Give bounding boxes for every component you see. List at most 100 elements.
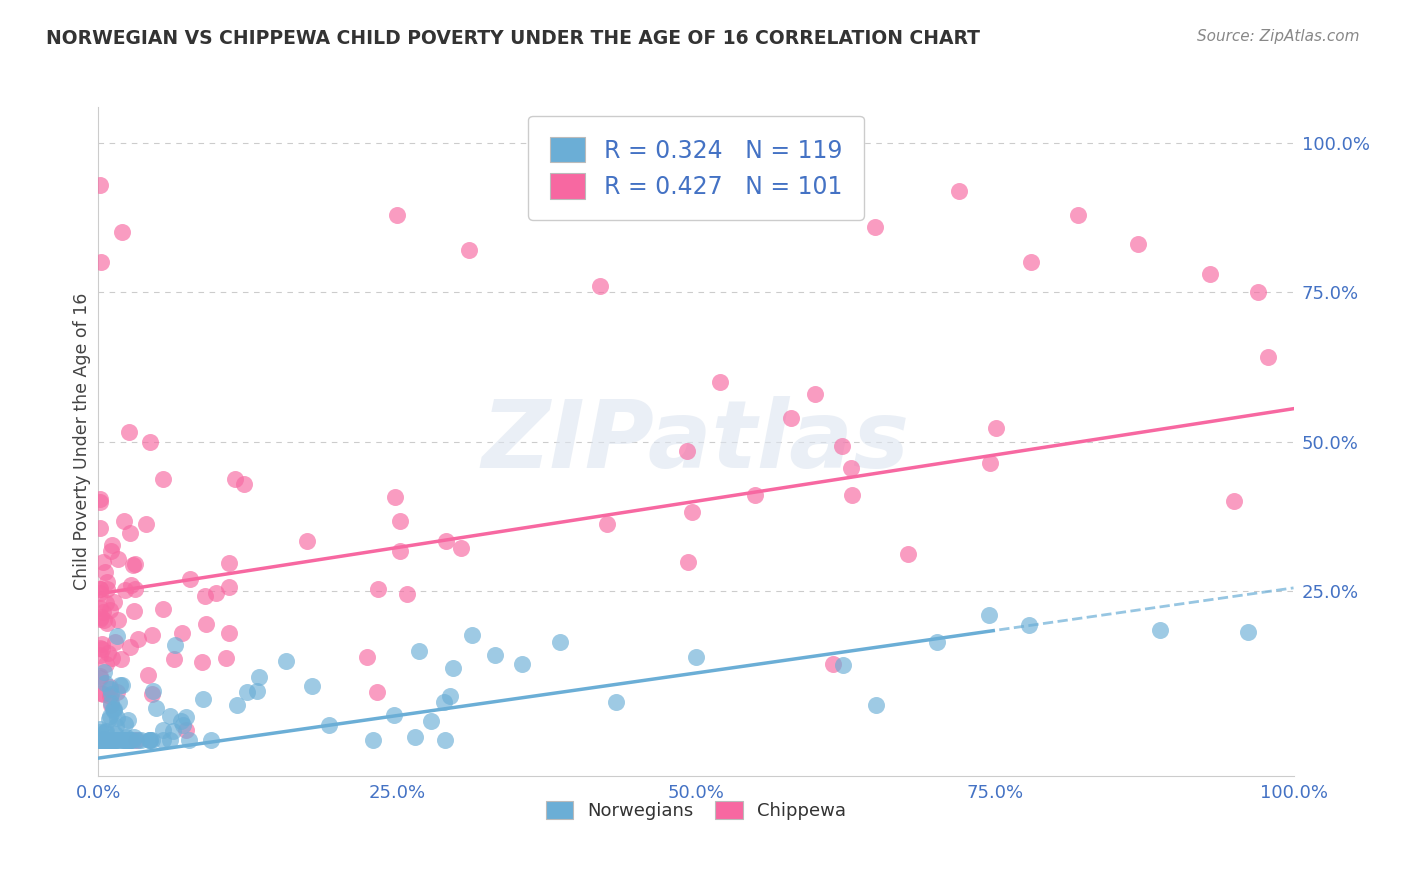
Norwegians xyxy=(276,654,298,668)
Chippewa xyxy=(89,178,111,192)
Chippewa xyxy=(124,558,146,572)
Chippewa xyxy=(89,640,111,655)
Norwegians xyxy=(122,731,145,745)
Norwegians xyxy=(138,733,160,747)
Chippewa xyxy=(179,572,201,586)
Text: NORWEGIAN VS CHIPPEWA CHILD POVERTY UNDER THE AGE OF 16 CORRELATION CHART: NORWEGIAN VS CHIPPEWA CHILD POVERTY UNDE… xyxy=(46,29,980,47)
Norwegians xyxy=(100,696,122,710)
Norwegians xyxy=(832,658,855,673)
Norwegians xyxy=(361,733,384,747)
Chippewa xyxy=(89,612,111,626)
Norwegians xyxy=(139,733,162,747)
Chippewa xyxy=(152,472,174,486)
Chippewa xyxy=(89,582,111,596)
Norwegians xyxy=(441,660,464,674)
Norwegians xyxy=(105,711,128,725)
Chippewa xyxy=(120,578,142,592)
Chippewa xyxy=(1257,350,1279,364)
Norwegians xyxy=(433,695,456,709)
Norwegians xyxy=(98,733,121,747)
Norwegians xyxy=(434,733,457,747)
Norwegians xyxy=(112,733,135,747)
Norwegians xyxy=(605,695,627,709)
Norwegians xyxy=(103,704,125,718)
Norwegians xyxy=(117,733,139,747)
Norwegians xyxy=(97,712,120,726)
Norwegians xyxy=(100,687,122,701)
Chippewa xyxy=(831,440,853,454)
Norwegians xyxy=(1149,623,1171,637)
Chippewa xyxy=(90,686,112,700)
Norwegians xyxy=(318,718,340,732)
Chippewa xyxy=(141,627,163,641)
Norwegians xyxy=(404,731,426,745)
Norwegians xyxy=(118,733,141,747)
Norwegians xyxy=(439,689,461,703)
Norwegians xyxy=(162,723,184,738)
Norwegians xyxy=(104,732,127,747)
Norwegians xyxy=(115,733,138,747)
Norwegians xyxy=(108,677,131,691)
Norwegians xyxy=(114,717,136,731)
Norwegians xyxy=(115,730,138,744)
Chippewa xyxy=(101,651,124,665)
Chippewa xyxy=(138,435,160,450)
Chippewa xyxy=(195,616,218,631)
Chippewa xyxy=(89,671,111,685)
Chippewa xyxy=(107,552,129,566)
Chippewa xyxy=(215,651,238,665)
Norwegians xyxy=(145,701,167,715)
Chippewa xyxy=(98,603,121,617)
Chippewa xyxy=(218,556,240,570)
Chippewa xyxy=(110,652,132,666)
Norwegians xyxy=(419,714,441,728)
Chippewa xyxy=(91,605,114,619)
Norwegians xyxy=(89,733,111,747)
Chippewa xyxy=(1067,208,1090,222)
Chippewa xyxy=(103,594,125,608)
Norwegians xyxy=(172,718,194,732)
Chippewa xyxy=(948,184,970,198)
Chippewa xyxy=(709,375,731,389)
Chippewa xyxy=(105,684,128,698)
Chippewa xyxy=(172,625,194,640)
Chippewa xyxy=(100,538,122,552)
Chippewa xyxy=(96,596,118,610)
Chippewa xyxy=(984,420,1007,434)
Norwegians xyxy=(977,607,1000,622)
Norwegians xyxy=(97,733,120,747)
Norwegians xyxy=(97,733,120,747)
Chippewa xyxy=(93,613,115,627)
Norwegians xyxy=(93,665,115,679)
Norwegians xyxy=(131,733,153,747)
Chippewa xyxy=(136,667,159,681)
Norwegians xyxy=(93,732,115,747)
Norwegians xyxy=(96,733,118,747)
Norwegians xyxy=(685,649,707,664)
Chippewa xyxy=(204,586,226,600)
Norwegians xyxy=(120,733,142,747)
Chippewa xyxy=(388,514,411,528)
Norwegians xyxy=(1237,624,1260,639)
Chippewa xyxy=(121,558,143,573)
Chippewa xyxy=(96,646,118,660)
Chippewa xyxy=(681,506,703,520)
Chippewa xyxy=(804,386,827,401)
Norwegians xyxy=(97,733,120,747)
Chippewa xyxy=(111,226,134,240)
Norwegians xyxy=(111,678,134,692)
Chippewa xyxy=(218,580,240,594)
Norwegians xyxy=(112,733,135,747)
Norwegians xyxy=(484,648,506,662)
Norwegians xyxy=(163,638,186,652)
Norwegians xyxy=(89,733,111,747)
Norwegians xyxy=(159,733,181,747)
Norwegians xyxy=(122,733,145,747)
Chippewa xyxy=(94,565,117,579)
Chippewa xyxy=(98,690,121,704)
Norwegians xyxy=(1018,618,1040,632)
Norwegians xyxy=(191,692,214,706)
Norwegians xyxy=(91,733,114,747)
Chippewa xyxy=(89,491,111,506)
Chippewa xyxy=(841,488,863,502)
